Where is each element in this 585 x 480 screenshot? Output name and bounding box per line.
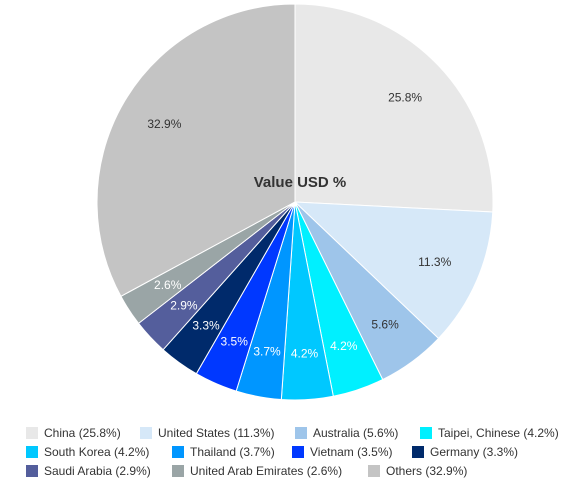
legend-label: Vietnam (3.5%) [310, 445, 393, 459]
legend-label: Australia (5.6%) [313, 426, 399, 440]
pie-slice-others [96, 3, 296, 297]
pie-chart: 25.8% 11.3% 5.6% 4.2% 4.2% 3.7% 3.5%3.3% 2.9% 2.… [96, 3, 494, 401]
legend-swatch [292, 446, 304, 458]
legend-swatch [368, 465, 380, 477]
slice-label-saudi-arabia: 2.9% [170, 299, 198, 313]
slice-label-thailand: 3.7% [253, 344, 281, 358]
slice-label-china: 25.8% [388, 90, 422, 104]
legend-item-others[interactable]: Others (32.9%) [368, 462, 467, 480]
legend-item-china[interactable]: China (25.8%) [26, 424, 121, 442]
legend-label: Germany (3.3%) [430, 445, 519, 459]
legend-swatch [26, 427, 38, 439]
legend-item-vietnam[interactable]: Vietnam (3.5%) [292, 443, 392, 461]
slice-label-vietnam: 3.5% [221, 334, 249, 348]
pie-slice-china [294, 3, 494, 213]
legend-row: Saudi Arabia (2.9%) United Arab Emirates … [0, 462, 585, 480]
legend-item-united-arab-emirates[interactable]: United Arab Emirates (2.6%) [172, 462, 342, 480]
legend-label: Thailand (3.7%) [190, 445, 275, 459]
legend-row: China (25.8%) United States (11.3%) Austra… [0, 424, 585, 442]
slice-label-others: 32.9% [147, 117, 181, 131]
chart-title: Value USD % [254, 174, 347, 191]
legend-swatch [420, 427, 432, 439]
legend-item-taipei-chinese[interactable]: Taipei, Chinese (4.2%) [420, 424, 559, 442]
legend-label: Saudi Arabia (2.9%) [44, 464, 151, 478]
legend-swatch [172, 465, 184, 477]
legend-swatch [26, 446, 38, 458]
slice-label-united-arab-emirates: 2.6% [154, 278, 182, 292]
legend-swatch [295, 427, 307, 439]
legend-label: Others (32.9%) [386, 464, 468, 478]
legend-item-australia[interactable]: Australia (5.6%) [295, 424, 398, 442]
legend-swatch [140, 427, 152, 439]
pie-slices [96, 3, 494, 401]
slice-labels: 25.8% 11.3% 5.6% 4.2% 4.2% 3.7% 3.5%3.3% 2.9% 2.… [147, 90, 451, 360]
legend-label: Taipei, Chinese (4.2%) [438, 426, 559, 440]
legend-item-germany[interactable]: Germany (3.3%) [412, 443, 518, 461]
legend-label: United Arab Emirates (2.6%) [190, 464, 343, 478]
slice-label-australia: 5.6% [371, 317, 399, 331]
slice-label-south-korea: 4.2% [291, 347, 319, 361]
legend-item-south-korea[interactable]: South Korea (4.2%) [26, 443, 149, 461]
legend-label: South Korea (4.2%) [44, 445, 150, 459]
legend-item-saudi-arabia[interactable]: Saudi Arabia (2.9%) [26, 462, 151, 480]
slice-label-taipei-chinese: 4.2% [330, 339, 358, 353]
slice-label-united-states: 11.3% [418, 255, 451, 269]
legend-item-thailand[interactable]: Thailand (3.7%) [172, 443, 275, 461]
legend: China (25.8%) United States (11.3%) Austra… [0, 424, 585, 480]
legend-swatch [412, 446, 424, 458]
legend-swatch [172, 446, 184, 458]
slice-label-germany: 3.3% [192, 318, 220, 332]
legend-label: United States (11.3%) [158, 426, 275, 440]
legend-label: China (25.8%) [44, 426, 121, 440]
pie-slice-united-states [293, 201, 494, 340]
legend-swatch [26, 465, 38, 477]
legend-row: South Korea (4.2%) Thailand (3.7%) Vietnam… [0, 443, 585, 461]
legend-item-united-states[interactable]: United States (11.3%) [140, 424, 275, 442]
